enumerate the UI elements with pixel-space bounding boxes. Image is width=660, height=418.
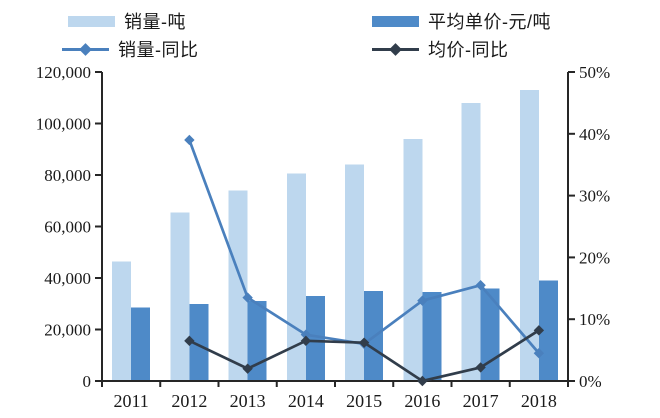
right-axis-label: 50% — [579, 63, 610, 82]
left-axis-label: 120,000 — [36, 63, 91, 82]
diamond-marker-icon — [242, 363, 253, 374]
legend-item-volume-yoy: 销量-同比 — [62, 36, 199, 62]
x-axis-label-2014: 2014 — [288, 391, 324, 411]
left-axis-label: 80,000 — [44, 166, 91, 185]
legend-label-price-yoy: 均价-同比 — [428, 40, 509, 60]
left-axis-label: 40,000 — [44, 269, 91, 288]
diamond-marker-icon — [533, 347, 545, 359]
price-bar-swatch-icon — [372, 15, 419, 27]
bar-销量-吨-2012 — [170, 212, 190, 381]
diamond-marker-icon — [184, 134, 195, 146]
axes — [95, 71, 575, 387]
x-axis-label-2013: 2013 — [230, 391, 266, 411]
x-axis-label-2018: 2018 — [521, 391, 557, 411]
bar-series-0 — [112, 90, 539, 382]
diamond-marker-icon — [184, 335, 195, 347]
bar-series-1 — [131, 280, 558, 381]
bar-销量-吨-2013 — [228, 190, 248, 381]
bar-销量-吨-2018 — [519, 90, 539, 382]
bar-销量-吨-2017 — [461, 102, 481, 382]
bar-平均单价-元/吨-2012 — [189, 303, 209, 381]
diamond-marker-icon — [358, 337, 370, 348]
bar-销量-吨-2016 — [403, 138, 423, 381]
bar-销量-吨-2014 — [286, 173, 306, 381]
left-axis-label: 100,000 — [36, 114, 91, 133]
x-axis-label-2016: 2016 — [404, 391, 440, 411]
x-axis-label-2012: 2012 — [171, 391, 207, 411]
diamond-marker-icon — [242, 292, 253, 303]
bar-平均单价-元/吨-2014 — [305, 296, 325, 381]
legend-item-volume: 销量-吨 — [68, 8, 186, 34]
bar-平均单价-元/吨-2016 — [422, 292, 442, 381]
right-axis-label: 0% — [579, 372, 602, 391]
bar-销量-吨-2011 — [112, 261, 132, 381]
diamond-marker-icon — [475, 362, 486, 373]
left-axis-label: 20,000 — [44, 320, 91, 339]
legend-item-price: 平均单价-元/吨 — [372, 8, 551, 34]
legend-label-volume: 销量-吨 — [124, 12, 186, 32]
x-axis-label-2011: 2011 — [113, 391, 148, 411]
right-axis-label: 40% — [579, 125, 610, 144]
diamond-marker-icon — [417, 295, 428, 306]
left-axis-label: 60,000 — [44, 217, 91, 236]
line-series-1 — [184, 325, 545, 387]
bar-平均单价-元/吨-2018 — [538, 280, 558, 381]
price-line-swatch-icon — [372, 42, 419, 57]
diamond-marker-icon — [417, 375, 428, 387]
legend-label-price: 平均单价-元/吨 — [428, 12, 551, 32]
right-axis-label: 10% — [579, 310, 610, 329]
volume-bar-swatch-icon — [68, 15, 115, 27]
x-axis-label-2015: 2015 — [346, 391, 382, 411]
right-axis-label: 20% — [579, 248, 610, 267]
diamond-marker-icon — [300, 335, 312, 347]
legend-label-volume-yoy: 销量-同比 — [118, 40, 199, 60]
volume-line-swatch-icon — [62, 42, 109, 57]
right-axis-label: 30% — [579, 187, 610, 206]
diamond-marker-icon — [533, 325, 545, 336]
legend-item-price-yoy: 均价-同比 — [372, 36, 509, 62]
x-axis-label-2017: 2017 — [463, 391, 499, 411]
left-axis-label: 0 — [83, 372, 92, 391]
diamond-marker-icon — [475, 280, 486, 291]
bar-平均单价-元/吨-2011 — [131, 307, 151, 381]
diamond-marker-icon — [300, 329, 312, 340]
bar-销量-吨-2015 — [345, 164, 365, 381]
